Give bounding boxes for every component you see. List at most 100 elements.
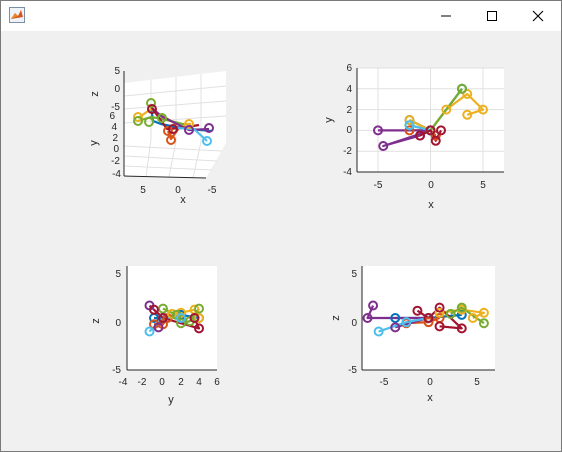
plot-xy-marker bbox=[373, 125, 383, 136]
plot-xy-y-tick: 6 bbox=[346, 63, 352, 74]
plot-xz-marker bbox=[423, 313, 434, 323]
plot-yz-y-tick: -2 bbox=[138, 377, 147, 388]
plot-yz-marker bbox=[194, 303, 204, 314]
plot-xz-marker bbox=[434, 307, 445, 318]
plot-3d-y-tick: 0 bbox=[113, 144, 119, 155]
plot-3d-marker bbox=[144, 117, 154, 127]
plot-3d-marker bbox=[204, 123, 214, 133]
plot-yz-z-tick: 0 bbox=[115, 318, 121, 329]
plot-yz[interactable]: 5 0 -5 z -4 -2 0 2 4 6 y bbox=[90, 266, 220, 406]
figure-canvas: 5 0 -5 z 6 4 2 0 -2 -4 y 5 0 -5 x bbox=[1, 31, 561, 451]
plot-xz-marker bbox=[362, 313, 373, 323]
plot-3d-marker bbox=[168, 124, 178, 134]
plot-yz-series-line bbox=[153, 308, 201, 330]
plot-xy-marker bbox=[404, 115, 415, 125]
plot-xz-marker bbox=[467, 313, 478, 323]
plot-xy-marker bbox=[425, 125, 436, 136]
plot-yz-marks bbox=[144, 300, 204, 337]
plot-xy-y-tick: 0 bbox=[346, 125, 352, 136]
plot-yz-y-tick: -4 bbox=[119, 377, 128, 388]
plot-yz-y-tick: 0 bbox=[159, 377, 165, 388]
plot-3d-z-tick: 5 bbox=[114, 66, 120, 77]
plot-xy-y-label: y bbox=[323, 117, 335, 123]
minimize-button[interactable] bbox=[423, 1, 469, 31]
plot-xz-z-label: z bbox=[330, 315, 342, 321]
plot-3d[interactable]: 5 0 -5 z 6 4 2 0 -2 -4 y 5 0 -5 x bbox=[88, 66, 227, 206]
plot-xz-marker bbox=[373, 326, 384, 337]
plot-3d-marker bbox=[184, 125, 194, 135]
plot-yz-marker bbox=[144, 326, 155, 337]
plot-xz-axes bbox=[361, 266, 495, 371]
plot-xz-marker bbox=[478, 318, 489, 329]
plot-xz-series-line bbox=[439, 308, 486, 319]
plot-3d-y-tick: -2 bbox=[111, 156, 120, 167]
plot-xz-marker bbox=[434, 302, 445, 313]
plot-yz-z-tick: -5 bbox=[112, 365, 121, 376]
plot-xy-y-tick: -4 bbox=[343, 167, 352, 178]
plot-xy-marker bbox=[404, 120, 415, 131]
plot-xz-z-tick: 5 bbox=[351, 269, 357, 280]
plot-3d-marker bbox=[157, 113, 167, 123]
plot-xy-marker bbox=[378, 141, 389, 151]
plot-3d-marker bbox=[146, 98, 156, 108]
plot-xz-marker bbox=[390, 322, 401, 333]
plot-yz-z-tick: 5 bbox=[115, 269, 121, 280]
plot-xz-x-tick: -5 bbox=[380, 377, 389, 388]
close-button[interactable] bbox=[515, 1, 561, 31]
plot-yz-marker bbox=[176, 313, 186, 323]
plot-xy-x-tick: -5 bbox=[374, 180, 383, 191]
close-icon bbox=[532, 10, 544, 22]
plot-3d-marker bbox=[184, 119, 194, 129]
plot-yz-marker bbox=[194, 323, 204, 334]
plot-yz-marker bbox=[158, 313, 168, 323]
plot-yz-y-tick: 2 bbox=[178, 377, 184, 388]
plot-3d-marker bbox=[202, 136, 212, 146]
plot-xz-marker bbox=[434, 321, 445, 332]
plot-yz-y-tick: 4 bbox=[196, 377, 202, 388]
plot-3d-marker bbox=[133, 116, 143, 126]
maximize-button[interactable] bbox=[469, 1, 515, 31]
plot-3d-y-tick: 4 bbox=[111, 122, 117, 133]
plot-xz[interactable]: 5 0 -5 z -5 0 5 x bbox=[330, 266, 495, 404]
plot-yz-marker bbox=[149, 304, 159, 315]
plot-xz-x-tick: 5 bbox=[474, 377, 480, 388]
plot-3d-markers bbox=[133, 98, 214, 146]
plot-3d-x-label: x bbox=[180, 194, 186, 206]
plot-xy-series-line bbox=[378, 129, 432, 148]
plot-xy-marker bbox=[430, 135, 441, 146]
plot-yz-y-tick: 6 bbox=[214, 377, 220, 388]
plot-xy[interactable]: 6 4 2 0 -2 -4 y -5 0 5 x bbox=[323, 63, 504, 211]
plot-3d-z-tick: 0 bbox=[114, 84, 120, 95]
plot-yz-marker bbox=[189, 313, 200, 323]
plot-yz-marker bbox=[153, 322, 164, 333]
plot-3d-y-tick: 2 bbox=[112, 133, 118, 144]
plot-3d-x-tick: 0 bbox=[175, 185, 181, 196]
plot-xz-marker bbox=[478, 307, 489, 318]
plot-xz-marker bbox=[412, 305, 423, 316]
plot-xz-marker bbox=[390, 313, 401, 323]
plot-xz-series-line bbox=[378, 316, 429, 333]
plot-xz-marker bbox=[456, 302, 467, 313]
plot-xy-marker bbox=[415, 130, 425, 141]
plot-xy-marker bbox=[441, 104, 452, 115]
plot-3d-y-tick: -4 bbox=[112, 169, 121, 180]
plot-3d-axes bbox=[123, 71, 207, 179]
plot-yz-marker bbox=[194, 313, 204, 323]
plot-3d-marker bbox=[133, 112, 143, 122]
plot-3d-y-label: y bbox=[88, 140, 100, 146]
plot-xz-marker bbox=[423, 317, 434, 328]
plot-xy-marker bbox=[462, 89, 473, 99]
plot-3d-x-tick: -5 bbox=[208, 185, 217, 196]
matlab-icon bbox=[9, 7, 25, 23]
minimize-icon bbox=[441, 15, 451, 17]
plot-yz-marker bbox=[158, 303, 168, 314]
plot-3d-series-line bbox=[175, 126, 208, 142]
plot-3d-z-tick: -5 bbox=[111, 102, 120, 113]
maximize-icon bbox=[487, 11, 497, 21]
plot-xy-marker bbox=[436, 125, 446, 136]
plot-xy-marks bbox=[373, 83, 488, 151]
plot-xy-y-tick: 2 bbox=[346, 105, 352, 116]
plot-yz-y-label: y bbox=[168, 394, 174, 406]
plot-xy-marker bbox=[478, 104, 488, 115]
